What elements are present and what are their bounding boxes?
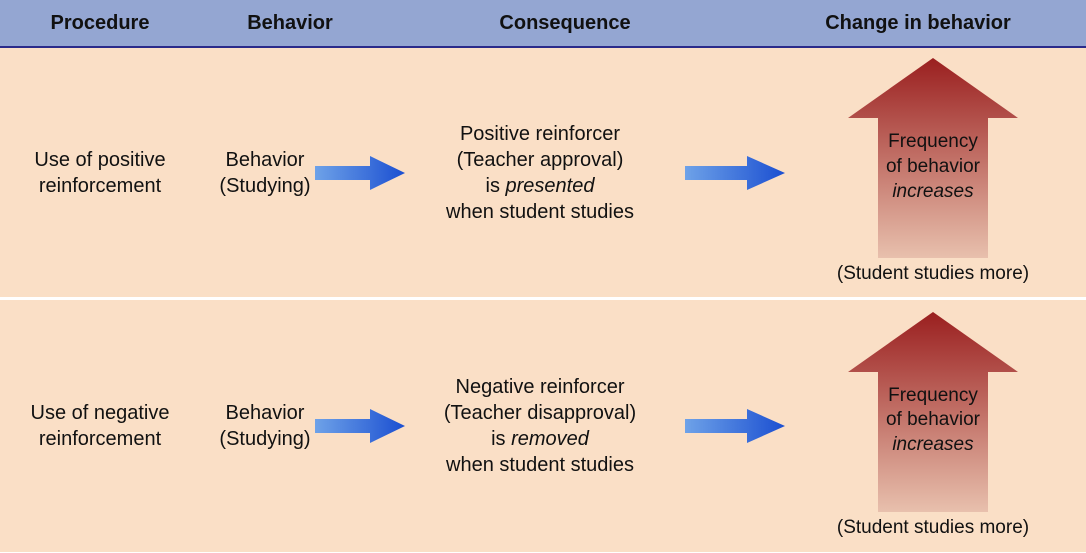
- arrow-right-icon: [685, 406, 785, 446]
- procedure-cell: Use of positive reinforcement: [0, 48, 200, 297]
- header-behavior: Behavior: [200, 12, 380, 35]
- change-caption: (Student studies more): [837, 516, 1029, 541]
- change-cell: Frequency of behavior increases (Student…: [780, 48, 1086, 297]
- behavior-line2: (Studying): [219, 426, 310, 452]
- procedure-line1: Use of negative: [31, 400, 170, 426]
- behavior-line2: (Studying): [219, 173, 310, 199]
- behavior-line1: Behavior: [226, 400, 305, 426]
- arrow-consequence-to-change: [690, 153, 780, 193]
- consequence-line3-em: presented: [506, 175, 595, 197]
- change-cell: Frequency of behavior increases (Student…: [780, 300, 1086, 552]
- table-header: Procedure Behavior Consequence Change in…: [0, 0, 1086, 48]
- change-line3-em: increases: [892, 434, 973, 455]
- procedure-line2: reinforcement: [39, 173, 161, 199]
- up-arrow-icon: Frequency of behavior increases: [848, 58, 1018, 258]
- arrow-behavior-to-consequence: [330, 153, 390, 193]
- header-consequence: Consequence: [380, 12, 750, 35]
- table-row: Use of positive reinforcement Behavior (…: [0, 48, 1086, 300]
- consequence-line2: (Teacher disapproval): [444, 400, 636, 426]
- arrow-right-icon: [685, 153, 785, 193]
- consequence-line3-prefix: is: [486, 175, 506, 197]
- consequence-line4: when student studies: [446, 199, 634, 225]
- behavior-cell: Behavior (Studying): [200, 48, 330, 297]
- change-caption: (Student studies more): [837, 262, 1029, 287]
- up-arrow-icon: Frequency of behavior increases: [848, 312, 1018, 512]
- header-procedure: Procedure: [0, 12, 200, 35]
- change-line1: Frequency: [888, 385, 978, 406]
- arrow-behavior-to-consequence: [330, 406, 390, 446]
- consequence-line4: when student studies: [446, 452, 634, 478]
- consequence-line3: is removed: [491, 426, 589, 452]
- table-row: Use of negative reinforcement Behavior (…: [0, 300, 1086, 552]
- change-line3-em: increases: [892, 181, 973, 202]
- consequence-cell: Positive reinforcer (Teacher approval) i…: [390, 48, 690, 297]
- arrow-consequence-to-change: [690, 406, 780, 446]
- procedure-line2: reinforcement: [39, 426, 161, 452]
- procedure-line1: Use of positive: [34, 147, 165, 173]
- behavior-line1: Behavior: [226, 147, 305, 173]
- change-line2: of behavior: [886, 409, 980, 430]
- consequence-line3-prefix: is: [491, 428, 511, 450]
- change-arrow-label: Frequency of behavior increases: [853, 130, 1013, 204]
- behavior-cell: Behavior (Studying): [200, 300, 330, 552]
- consequence-line1: Positive reinforcer: [460, 121, 620, 147]
- change-line1: Frequency: [888, 131, 978, 152]
- consequence-line3: is presented: [486, 173, 595, 199]
- consequence-line2: (Teacher approval): [457, 147, 624, 173]
- change-line2: of behavior: [886, 156, 980, 177]
- consequence-line3-em: removed: [511, 428, 589, 450]
- procedure-cell: Use of negative reinforcement: [0, 300, 200, 552]
- header-change: Change in behavior: [750, 12, 1086, 35]
- consequence-cell: Negative reinforcer (Teacher disapproval…: [390, 300, 690, 552]
- change-arrow-label: Frequency of behavior increases: [853, 384, 1013, 458]
- consequence-line1: Negative reinforcer: [456, 374, 625, 400]
